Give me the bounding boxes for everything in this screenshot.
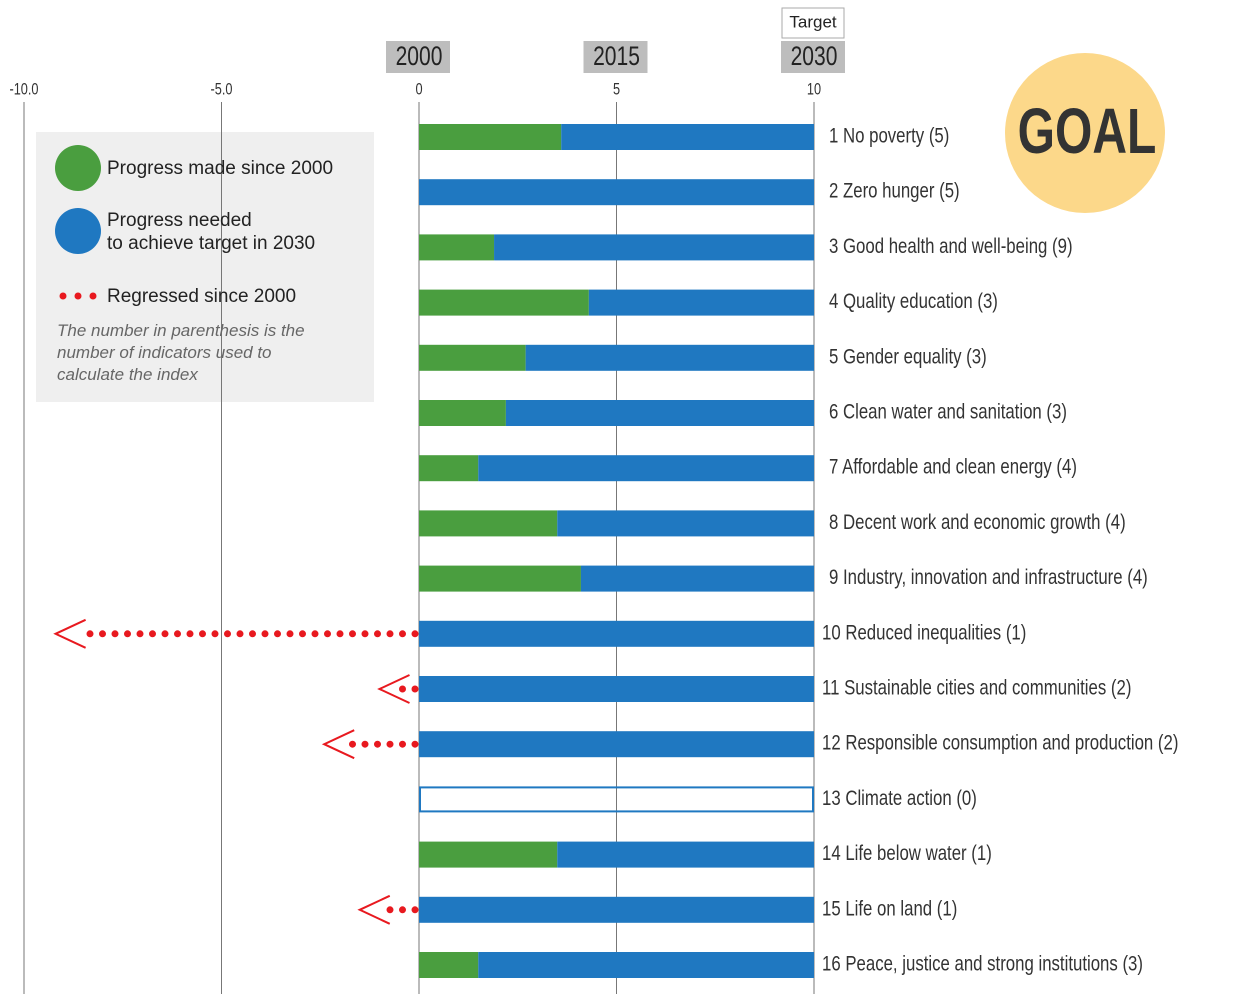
legend-swatch	[55, 145, 101, 191]
bar-segment	[419, 344, 526, 371]
bar-segment	[419, 841, 558, 868]
header-box	[583, 41, 648, 73]
bar-segment	[419, 179, 814, 206]
category-label: 3 Good health and well-being (9)	[829, 235, 1073, 258]
bar-segment	[419, 676, 814, 702]
header-label: 2030	[791, 42, 838, 72]
bar-segment	[557, 841, 814, 868]
empty-bar	[419, 786, 814, 813]
bar-segment	[557, 510, 814, 537]
category-label: 15 Life on land (1)	[822, 898, 957, 921]
category-label: 7 Affordable and clean energy (4)	[829, 456, 1077, 479]
x-tick-label: 0	[415, 80, 422, 99]
x-tick-label: -5.0	[211, 80, 233, 99]
header-box	[781, 41, 845, 73]
header-label: 2000	[396, 42, 443, 72]
legend-label: Progress made since 2000	[107, 158, 334, 179]
category-label: 4 Quality education (3)	[829, 290, 998, 313]
bar-segment	[419, 124, 562, 150]
bar-segment	[561, 124, 814, 150]
legend-swatch	[55, 208, 101, 254]
legend-label: Progress needed to achieve target in 203…	[107, 210, 316, 254]
regression-arrowhead	[321, 729, 355, 760]
category-label: 8 Decent work and economic growth (4)	[829, 511, 1126, 534]
bar-segment	[580, 565, 814, 592]
category-label: 9 Industry, innovation and infrastructur…	[829, 566, 1148, 589]
bar-segment	[419, 896, 814, 923]
bar-segment	[478, 455, 814, 482]
target-label: Target	[789, 12, 837, 31]
x-tick-label: -10.0	[9, 80, 38, 99]
legend-label: Regressed since 2000	[107, 286, 297, 307]
x-tick-label: 5	[613, 80, 620, 99]
legend-swatch	[59, 292, 67, 300]
header-box	[386, 41, 450, 73]
category-label: 5 Gender equality (3)	[829, 346, 987, 369]
bar-segment	[478, 952, 814, 978]
category-label: 14 Life below water (1)	[822, 842, 992, 865]
regression-arrowhead	[357, 894, 391, 925]
target-box	[781, 7, 845, 39]
regression-arrowhead	[53, 618, 87, 649]
badge-text: GOAL	[1018, 95, 1157, 166]
regression-arrowhead	[377, 674, 410, 704]
bar-segment	[525, 344, 814, 371]
category-label: 11 Sustainable cities and communities (2…	[822, 677, 1131, 700]
bar-segment	[419, 952, 479, 978]
bar-segment	[588, 289, 814, 316]
bar-segment	[419, 565, 581, 592]
bar-segment	[494, 234, 814, 261]
header-label: 2015	[593, 42, 640, 72]
badge-circle	[1005, 53, 1165, 213]
x-tick-label: 10	[807, 80, 821, 99]
bar-segment	[505, 400, 814, 426]
bar-segment	[419, 289, 589, 316]
legend-swatch	[74, 292, 82, 300]
bar-segment	[419, 510, 558, 537]
category-label: 12 Responsible consumption and productio…	[822, 732, 1178, 755]
category-label: 1 No poverty (5)	[829, 125, 949, 148]
category-label: 2 Zero hunger (5)	[829, 180, 960, 203]
category-label: 10 Reduced inequalities (1)	[822, 622, 1026, 645]
bar-segment	[419, 400, 506, 426]
category-label: 16 Peace, justice and strong institution…	[822, 953, 1143, 976]
bar-segment	[419, 234, 495, 261]
bar-segment	[419, 620, 814, 647]
note: The number in parenthesis is the number …	[57, 321, 305, 384]
legend-swatch	[89, 292, 97, 300]
category-label: 6 Clean water and sanitation (3)	[829, 401, 1067, 424]
category-label: 13 Climate action (0)	[822, 787, 977, 810]
bar-segment	[419, 455, 479, 482]
bar-segment	[419, 731, 814, 758]
